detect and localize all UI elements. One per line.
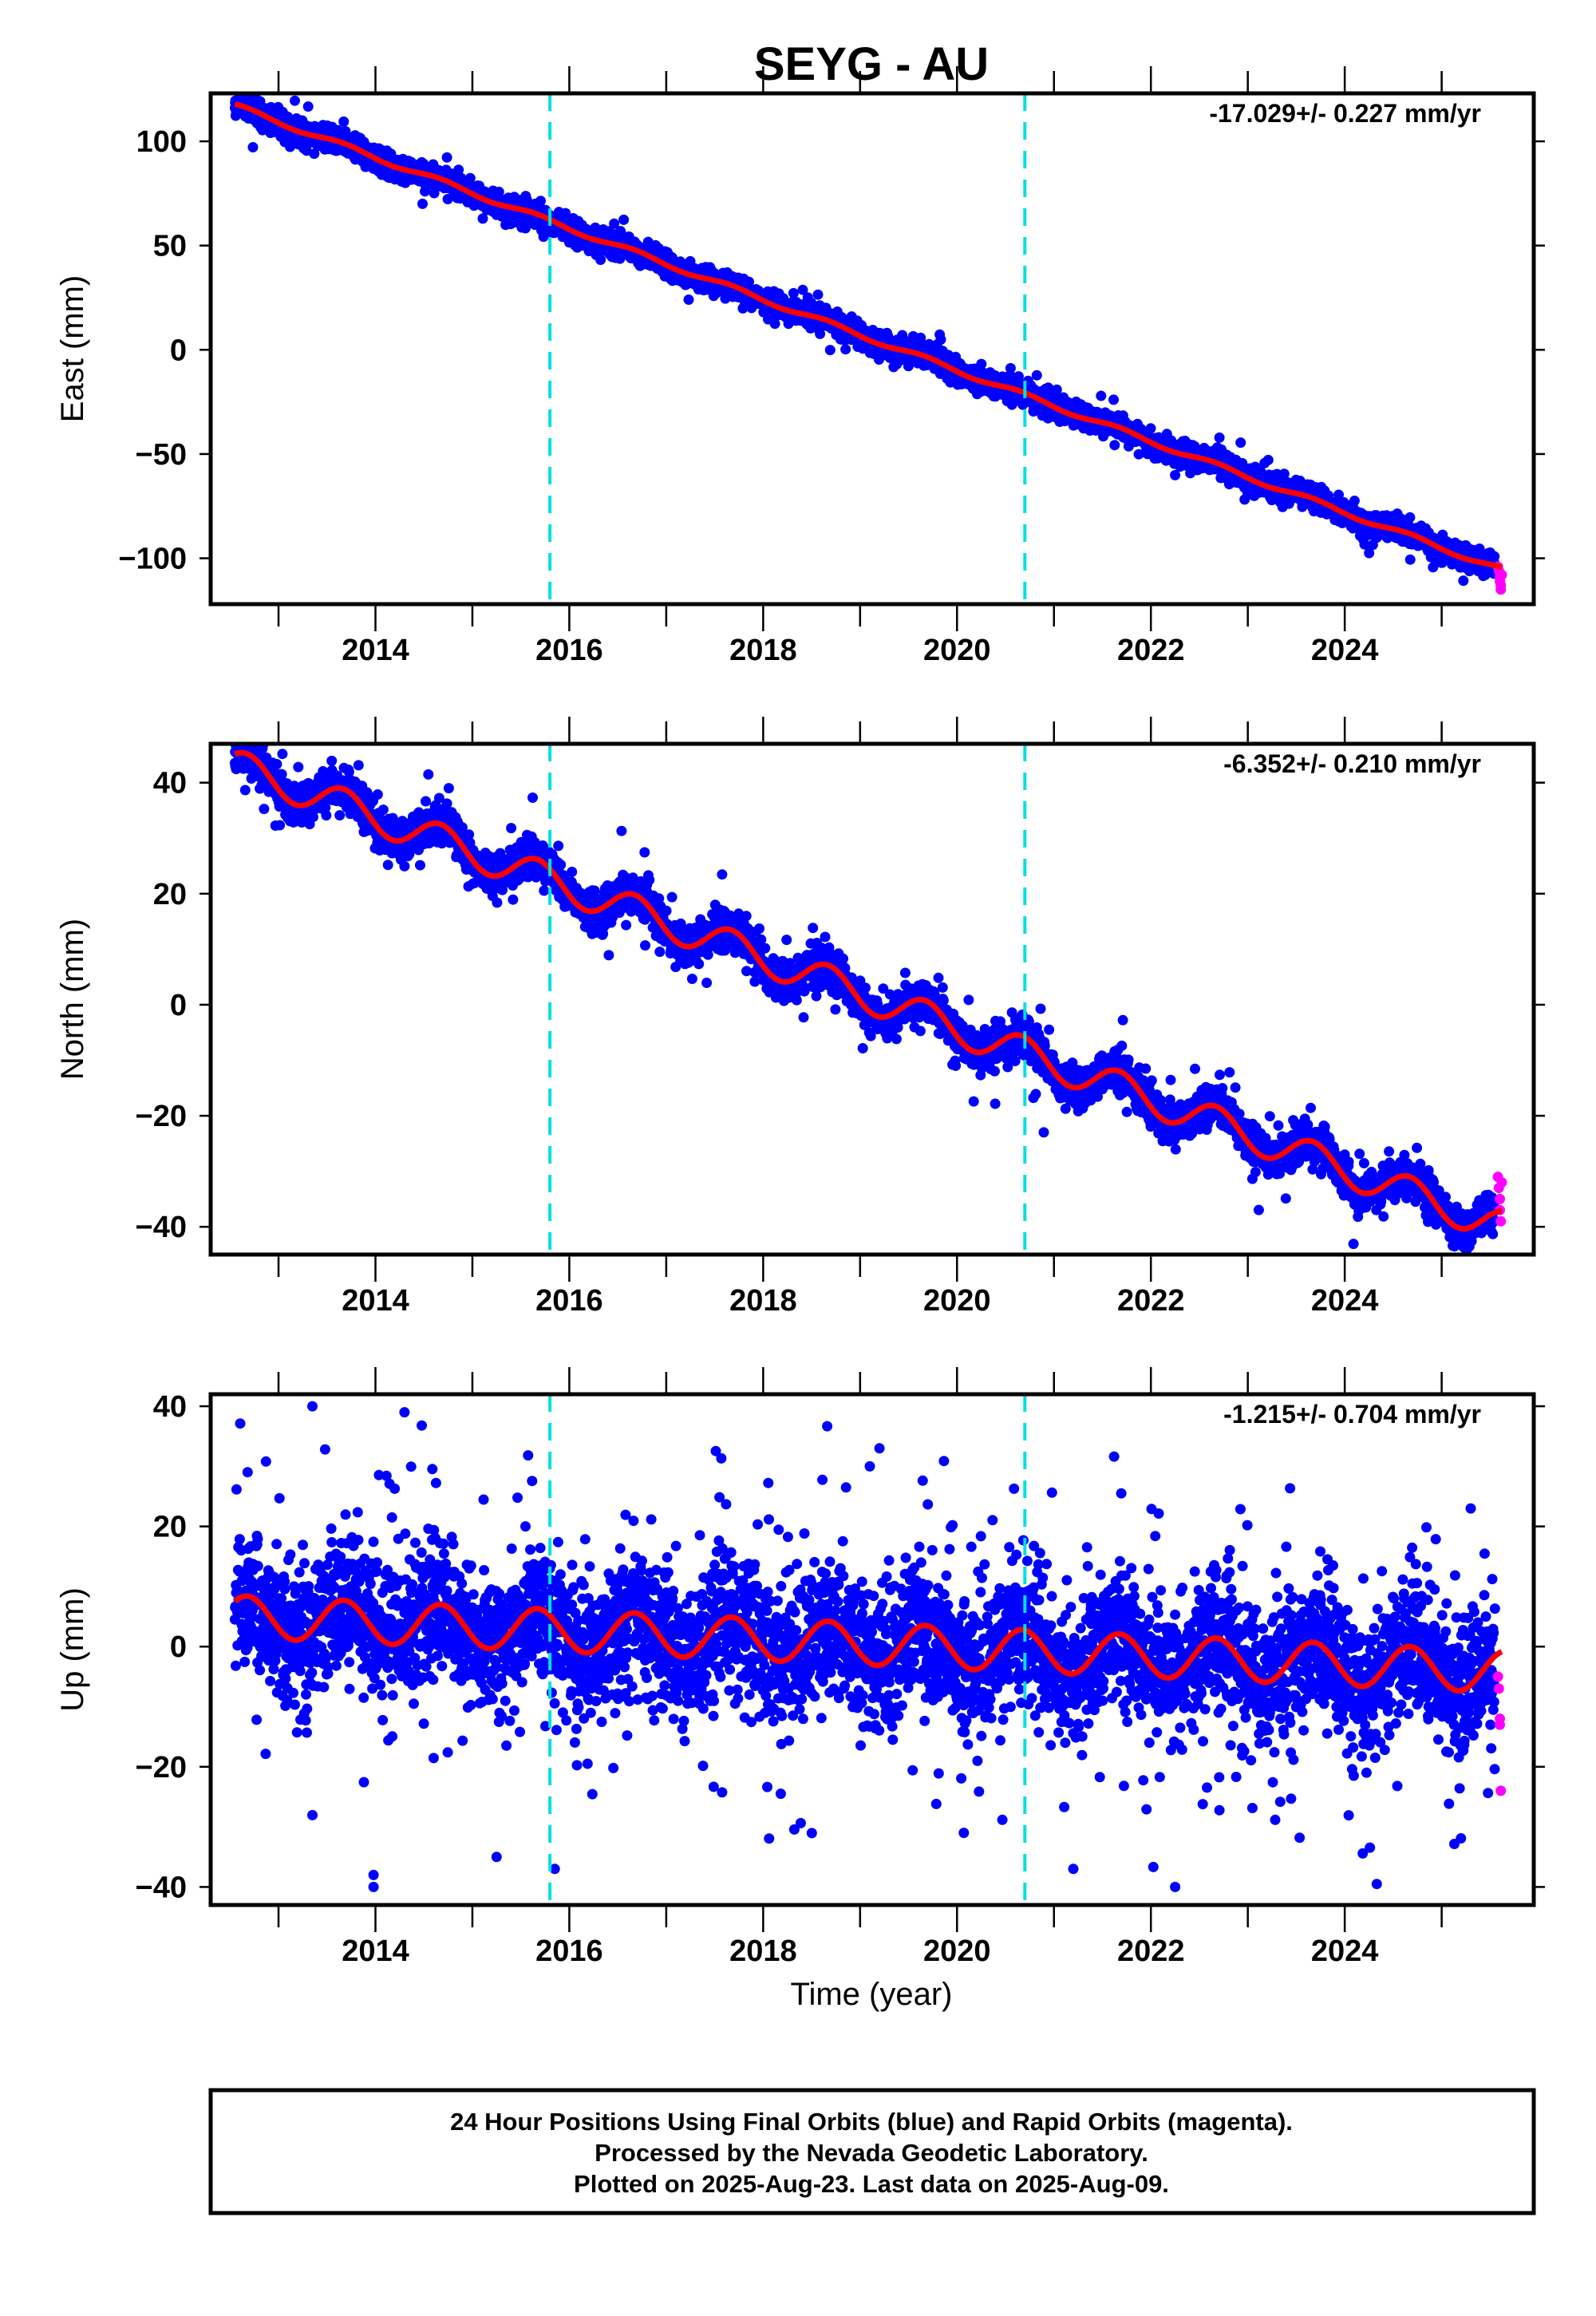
data-point [1235,437,1246,449]
data-point [595,255,606,265]
panels-container: 2014 2016 2018 2020 2022 2024 −100 −50 0 50 100 Eas… [55,66,1545,1968]
data-point [976,358,987,370]
data-point [1109,440,1120,451]
data-point [235,730,246,741]
data-point [453,164,464,176]
chart-panel-north: 2014 2016 2018 2020 2022 2024−40−2002040North… [55,717,1545,1318]
data-point [239,785,251,796]
data-point [1145,423,1156,434]
data-point [1108,394,1119,405]
data-point [290,95,300,106]
data-point [275,820,286,831]
data-point [903,361,914,372]
plot-area [229,93,1507,595]
data-point [260,717,271,728]
x-tick-label: 2022 [1117,634,1185,667]
x-tick-label: 2024 [1311,634,1379,667]
y-tick-label: 100 [136,125,187,159]
data-point [241,717,251,728]
data-point [254,730,264,741]
data-point [535,196,546,207]
figure-title: SEYG - AU [754,38,989,90]
data-point [618,214,630,225]
data-point [744,276,754,287]
data-point [1262,454,1274,465]
data-point [560,207,571,219]
data-point [1458,575,1469,587]
data-point [812,289,824,300]
data-point [247,142,259,152]
data-point [1096,390,1107,401]
data-point [788,287,799,298]
data-point [237,730,247,741]
y-axis-label: East (mm) [55,275,90,422]
data-point [609,218,620,229]
data-point [285,141,295,152]
data-point [477,213,488,224]
data-point [815,328,826,339]
data-point [235,726,246,737]
data-point [797,284,808,295]
y-tick-label: 0 [170,334,187,367]
data-point [935,334,946,345]
data-point [538,231,549,243]
data-point [1404,554,1416,565]
x-tick-label: 2018 [729,634,797,667]
data-point [309,148,320,160]
data-point [441,152,452,163]
final-orbit-points [229,717,1500,1255]
data-point [338,116,350,127]
data-point [824,345,836,356]
data-point [1031,370,1042,381]
y-tick-label: −50 [136,438,187,472]
rapid-data-point [1496,569,1507,580]
data-point [302,101,314,112]
data-point [417,198,428,209]
y-tick-label: −100 [118,543,187,576]
chart-panel-east: 2014 2016 2018 2020 2022 2024 −100 −50 0 50 100 Eas… [55,66,1545,667]
data-point [683,294,694,305]
data-point [840,344,851,355]
x-tick-label: 2014 [342,634,409,667]
x-tick-label: 2020 [923,634,991,667]
data-point [1404,512,1416,523]
data-point [276,769,287,780]
x-tick-label: 2016 [535,634,603,667]
velocity-label: -17.029+/- 0.227 mm/yr [1209,99,1481,128]
data-point [1349,496,1360,506]
data-point [259,804,270,815]
plot-area [229,717,1507,1255]
data-point [271,759,282,769]
y-tick-label: 50 [153,230,187,263]
data-point [1214,432,1225,443]
rapid-data-point [1495,584,1507,595]
